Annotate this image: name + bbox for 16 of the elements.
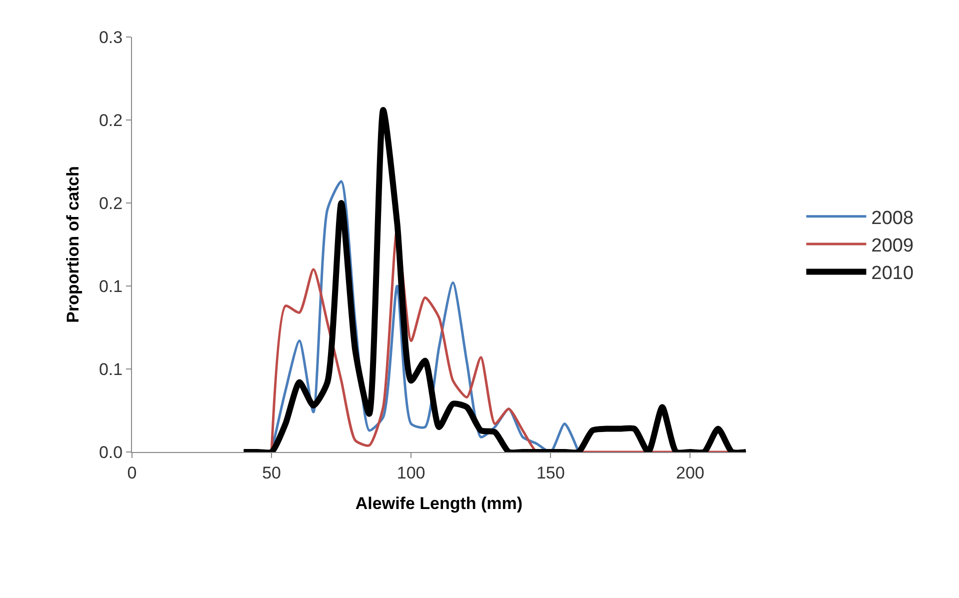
x-axis-title: Alewife Length (mm) [355,494,523,513]
x-tick-label: 0 [127,463,137,482]
y-tick-label: 0.2 [98,194,123,213]
legend-label: 2009 [871,235,914,256]
y-axis-title: Proportion of catch [64,166,83,323]
x-tick-label: 150 [536,463,565,482]
legend-label: 2010 [871,263,914,284]
x-tick-label: 200 [676,463,704,482]
legend-label: 2008 [871,208,914,229]
y-tick-label: 0.0 [98,442,123,462]
y-tick-label: 0.2 [98,110,123,130]
y-tick-label: 0.3 [98,28,123,47]
x-tick-label: 100 [396,463,426,482]
y-tick-label: 0.1 [98,360,123,379]
x-tick-label: 50 [262,463,282,482]
y-tick-label: 0.1 [98,276,123,296]
